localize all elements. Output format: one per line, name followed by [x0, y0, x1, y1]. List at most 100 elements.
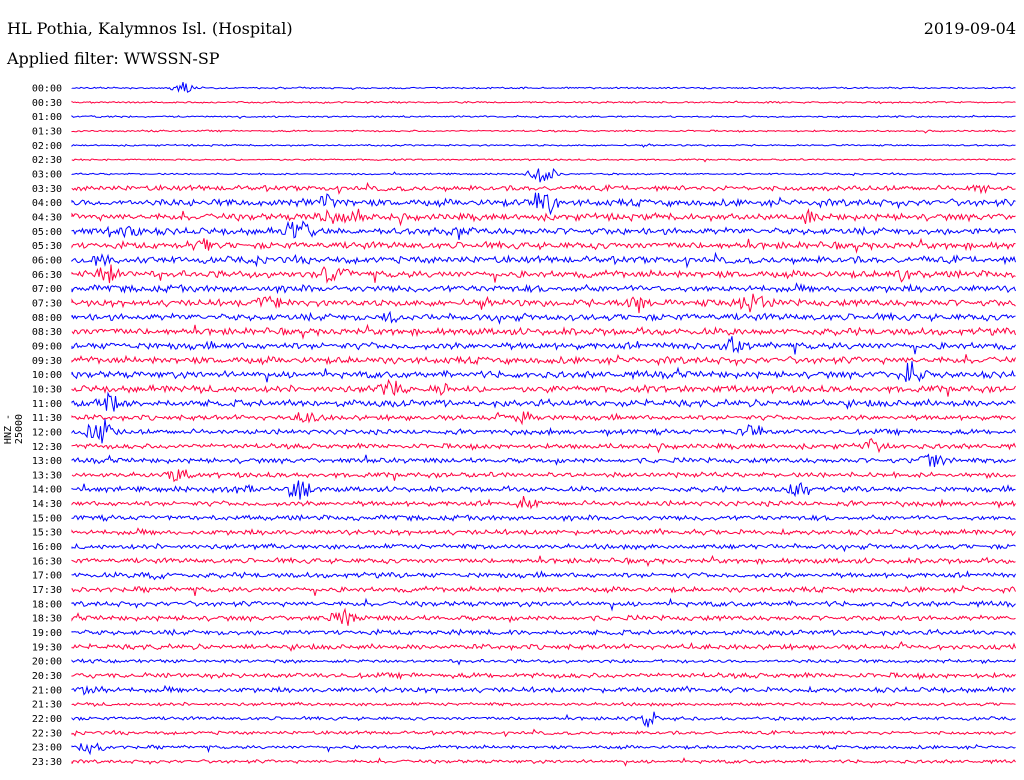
- time-tick-label: 07:00: [32, 284, 62, 295]
- seismic-trace-line: [71, 361, 1016, 383]
- time-tick-label: 13:00: [32, 456, 62, 467]
- time-tick-label: 09:00: [32, 341, 62, 352]
- seismic-trace-line: [71, 728, 1016, 738]
- time-tick-label: 19:30: [32, 642, 62, 653]
- time-tick-label: 14:30: [32, 499, 62, 510]
- seismic-trace-line: [71, 527, 1016, 537]
- time-tick-label: 06:00: [32, 255, 62, 266]
- time-tick-label: 11:30: [32, 413, 62, 424]
- seismic-trace-line: [71, 336, 1016, 355]
- seismic-trace-line: [71, 237, 1016, 254]
- time-tick-label: 16:00: [32, 542, 62, 553]
- seismic-trace-line: [71, 513, 1016, 523]
- seismic-trace-line: [71, 181, 1016, 195]
- seismic-trace-line: [71, 220, 1016, 240]
- seismic-trace-line: [71, 378, 1016, 397]
- time-tick-label: 02:30: [32, 155, 62, 166]
- time-tick-label: 00:00: [32, 84, 62, 95]
- seismic-trace-line: [71, 323, 1016, 340]
- time-tick-label: 19:00: [32, 628, 62, 639]
- seismic-trace-line: [71, 584, 1016, 597]
- time-tick-label: 18:30: [32, 614, 62, 625]
- record-date: 2019-09-04: [923, 19, 1016, 38]
- time-tick-label: 17:00: [32, 571, 62, 582]
- seismic-trace-line: [71, 353, 1016, 367]
- time-tick-label: 01:30: [32, 126, 62, 137]
- seismic-trace-line: [71, 310, 1016, 325]
- time-tick-label: 22:30: [32, 728, 62, 739]
- filter-label: Applied filter: WWSSN-SP: [7, 49, 220, 68]
- seismic-trace-line: [71, 742, 1016, 756]
- seismic-trace-line: [71, 570, 1016, 581]
- time-tick-label: 20:00: [32, 657, 62, 668]
- seismic-trace-line: [71, 282, 1016, 295]
- time-tick-label: 16:30: [32, 556, 62, 567]
- time-tick-label: 23:00: [32, 743, 62, 754]
- seismic-trace-line: [71, 391, 1016, 412]
- seismic-trace-line: [71, 293, 1016, 314]
- seismic-trace-line: [71, 671, 1016, 681]
- seismic-trace-line: [71, 684, 1016, 696]
- seismic-trace-line: [71, 640, 1016, 652]
- seismic-trace-line: [71, 143, 1016, 148]
- time-tick-label: 00:30: [32, 98, 62, 109]
- seismic-trace-line: [71, 438, 1016, 454]
- seismic-trace-line: [71, 711, 1016, 728]
- seismic-trace-line: [71, 81, 1016, 93]
- time-tick-label: 15:00: [32, 513, 62, 524]
- seismic-trace-line: [71, 114, 1016, 120]
- time-tick-label: 21:00: [32, 685, 62, 696]
- seismic-trace-line: [71, 701, 1016, 709]
- time-tick-label: 03:30: [32, 184, 62, 195]
- time-tick-label: 02:00: [32, 141, 62, 152]
- time-tick-label: 18:00: [32, 599, 62, 610]
- time-tick-label: 04:30: [32, 212, 62, 223]
- seismic-trace-line: [71, 264, 1016, 284]
- seismic-trace-line: [71, 554, 1016, 568]
- time-tick-label: 10:30: [32, 384, 62, 395]
- time-tick-label: 22:00: [32, 714, 62, 725]
- time-tick-label: 13:30: [32, 470, 62, 481]
- time-tick-label: 05:00: [32, 227, 62, 238]
- time-tick-label: 05:30: [32, 241, 62, 252]
- seismic-trace-line: [71, 251, 1016, 269]
- time-tick-label: 08:30: [32, 327, 62, 338]
- seismic-trace-line: [71, 207, 1016, 227]
- time-tick-label: 21:30: [32, 700, 62, 711]
- time-tick-label: 07:30: [32, 298, 62, 309]
- seismic-trace-line: [71, 542, 1016, 553]
- time-tick-label: 12:00: [32, 427, 62, 438]
- seismic-trace-line: [71, 129, 1016, 134]
- time-tick-label: 20:30: [32, 671, 62, 682]
- time-tick-label: 10:00: [32, 370, 62, 381]
- time-tick-label: 23:30: [32, 757, 62, 768]
- seismic-trace-line: [71, 469, 1016, 483]
- seismic-trace-line: [71, 167, 1016, 183]
- time-tick-label: 14:00: [32, 485, 62, 496]
- time-tick-label: 17:30: [32, 585, 62, 596]
- seismic-trace-line: [71, 658, 1016, 666]
- seismic-trace-line: [71, 158, 1016, 163]
- seismic-trace-line: [71, 453, 1016, 468]
- seismic-trace-line: [71, 757, 1016, 767]
- time-tick-label: 08:00: [32, 313, 62, 324]
- time-tick-label: 09:30: [32, 356, 62, 367]
- seismic-trace-line: [71, 628, 1016, 637]
- seismic-trace-line: [71, 418, 1016, 444]
- time-tick-label: 04:00: [32, 198, 62, 209]
- time-tick-label: 03:00: [32, 169, 62, 180]
- station-title: HL Pothia, Kalymnos Isl. (Hospital): [7, 19, 293, 38]
- time-tick-label: 06:30: [32, 270, 62, 281]
- seismic-trace-line: [71, 480, 1016, 500]
- time-tick-label: 12:30: [32, 442, 62, 453]
- seismic-trace-line: [71, 495, 1016, 510]
- seismic-trace-line: [71, 411, 1016, 426]
- seismic-trace-line: [71, 192, 1016, 216]
- seismic-trace-line: [71, 100, 1016, 105]
- time-tick-label: 11:00: [32, 399, 62, 410]
- seismic-trace-line: [71, 607, 1016, 626]
- seismic-trace-line: [71, 597, 1016, 612]
- time-tick-label: 15:30: [32, 528, 62, 539]
- time-tick-label: 01:00: [32, 112, 62, 123]
